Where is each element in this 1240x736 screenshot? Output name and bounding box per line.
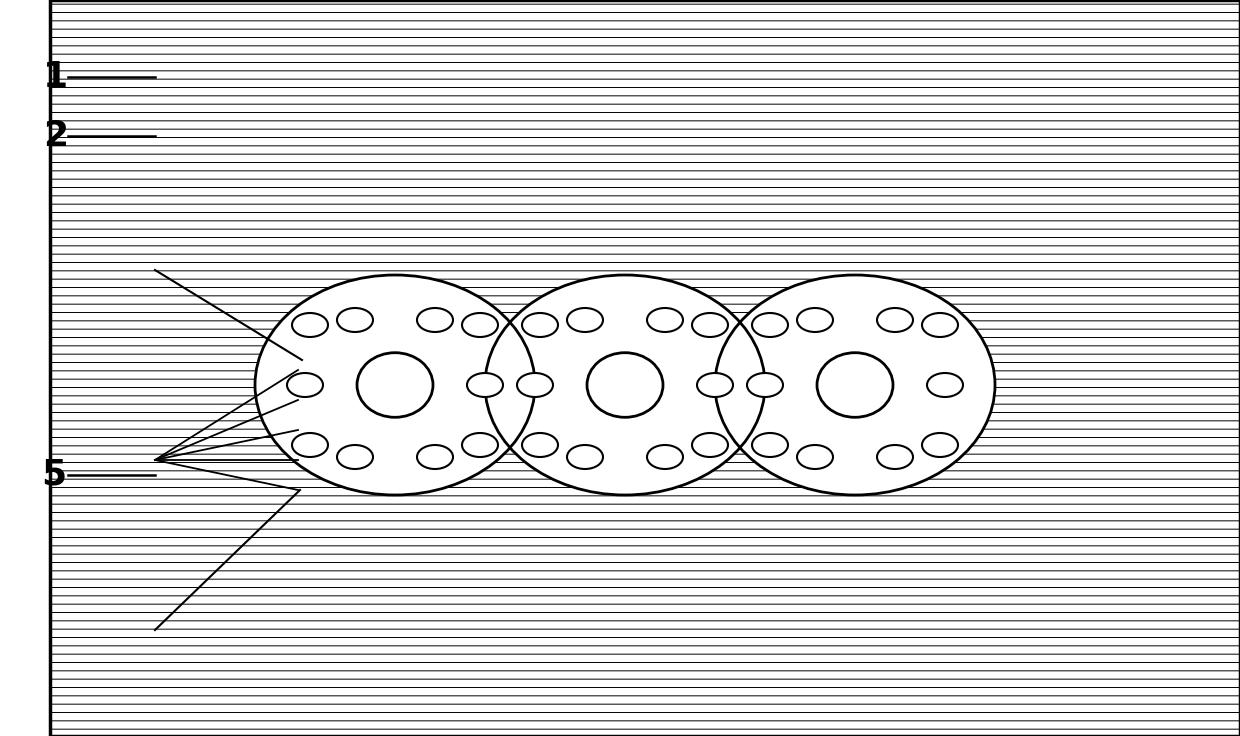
Ellipse shape xyxy=(751,313,787,337)
Text: 5: 5 xyxy=(41,458,66,492)
Ellipse shape xyxy=(715,275,994,495)
Ellipse shape xyxy=(923,313,959,337)
Ellipse shape xyxy=(417,308,453,332)
Ellipse shape xyxy=(751,433,787,457)
Ellipse shape xyxy=(923,433,959,457)
Ellipse shape xyxy=(467,373,503,397)
Ellipse shape xyxy=(817,353,893,417)
Ellipse shape xyxy=(485,275,765,495)
Ellipse shape xyxy=(291,433,329,457)
Ellipse shape xyxy=(286,373,322,397)
Ellipse shape xyxy=(692,433,728,457)
Ellipse shape xyxy=(746,373,782,397)
Ellipse shape xyxy=(697,373,733,397)
Ellipse shape xyxy=(567,308,603,332)
Ellipse shape xyxy=(485,275,765,495)
Ellipse shape xyxy=(357,353,433,417)
Ellipse shape xyxy=(463,433,498,457)
Text: 2: 2 xyxy=(43,119,68,153)
Ellipse shape xyxy=(877,445,913,469)
Ellipse shape xyxy=(797,308,833,332)
Ellipse shape xyxy=(463,313,498,337)
Ellipse shape xyxy=(877,308,913,332)
Ellipse shape xyxy=(255,275,534,495)
Ellipse shape xyxy=(417,445,453,469)
Ellipse shape xyxy=(692,313,728,337)
Ellipse shape xyxy=(587,353,663,417)
Ellipse shape xyxy=(337,445,373,469)
Ellipse shape xyxy=(522,313,558,337)
Text: 1: 1 xyxy=(43,60,68,94)
Ellipse shape xyxy=(517,373,553,397)
Ellipse shape xyxy=(647,308,683,332)
Ellipse shape xyxy=(647,445,683,469)
Ellipse shape xyxy=(291,313,329,337)
Ellipse shape xyxy=(797,445,833,469)
Ellipse shape xyxy=(715,275,994,495)
Ellipse shape xyxy=(337,308,373,332)
Ellipse shape xyxy=(567,445,603,469)
Ellipse shape xyxy=(255,275,534,495)
Ellipse shape xyxy=(522,433,558,457)
Ellipse shape xyxy=(928,373,963,397)
